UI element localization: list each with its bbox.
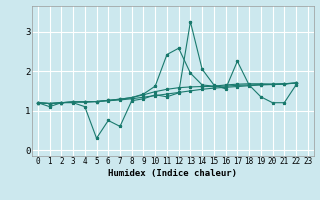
X-axis label: Humidex (Indice chaleur): Humidex (Indice chaleur) xyxy=(108,169,237,178)
